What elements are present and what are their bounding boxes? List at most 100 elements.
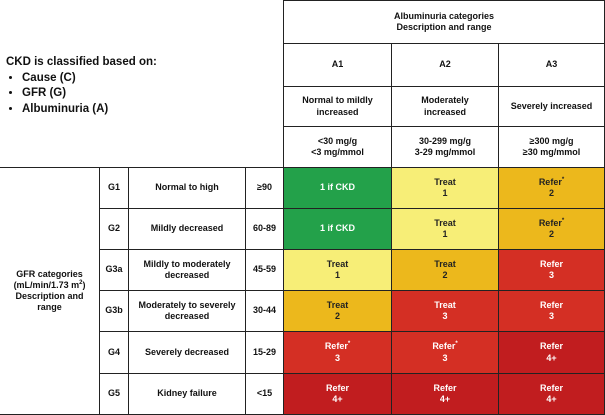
risk-cell-g3a-a1-action: Treat — [326, 258, 349, 269]
risk-cell-g2-a3-label: Refer — [538, 217, 562, 228]
column-range-a1-mmol: <3 mg/mmol — [311, 147, 364, 157]
row-range-g3b: 30-44 — [245, 290, 284, 332]
risk-cell-g4-a2-star: * — [455, 341, 458, 348]
risk-cell-g5-a3-freq: 4+ — [546, 394, 557, 404]
risk-cell-g1-a2: Treat 1 — [391, 167, 499, 209]
risk-cell-g1-a3-star: * — [561, 176, 565, 183]
row-range-g1: ≥90 — [245, 167, 284, 209]
risk-cell-g5-a3-action: Refer — [539, 382, 563, 393]
risk-cell-g2-a3-freq: 2 — [548, 229, 554, 239]
gfr-header-title: GFR categories — [16, 268, 83, 279]
column-desc-a3: Severely increased — [498, 86, 605, 127]
albuminuria-title: Albuminuria categories — [393, 10, 495, 21]
intro-item-gfr: GFR (G) — [22, 86, 157, 102]
column-code-a1: A1 — [283, 43, 392, 87]
column-code-a3: A3 — [498, 43, 605, 87]
risk-cell-g4-a1: Refer* 3 — [283, 331, 392, 374]
intro-list: Cause (C) GFR (G) Albuminuria (A) — [6, 71, 157, 118]
risk-cell-g3b-a2-action: Treat — [434, 299, 456, 310]
risk-cell-g2-a3: Refer* 2 — [498, 208, 605, 250]
column-range-a1-mg: <30 mg/g — [317, 135, 358, 146]
risk-cell-g2-a3-action: Refer* — [539, 218, 564, 229]
gfr-units-close: ) — [82, 279, 86, 290]
risk-cell-g2-a2: Treat 1 — [391, 208, 499, 250]
row-code-g4: G4 — [99, 331, 129, 374]
gfr-header-units: (mL/min/1.73 m2) — [14, 280, 86, 291]
row-range-g2: 60-89 — [245, 208, 284, 250]
risk-cell-g3a-a3: Refer 3 — [498, 249, 605, 291]
row-range-g5: <15 — [245, 373, 284, 415]
column-desc-a1: Normal to mildly increased — [283, 86, 392, 127]
risk-cell-g4-a1-star: * — [347, 341, 351, 348]
risk-cell-g3a-a1-freq: 1 — [334, 270, 340, 280]
risk-cell-g5-a2-freq: 4+ — [439, 394, 451, 404]
risk-cell-g4-a2-action: Refer* — [432, 341, 457, 352]
risk-cell-g3a-a2: Treat 2 — [391, 249, 499, 291]
column-code-a2: A2 — [391, 43, 499, 87]
risk-cell-g3a-a3-action: Refer — [539, 258, 563, 269]
risk-cell-g1-a2-freq: 1 — [442, 188, 448, 198]
risk-cell-g4-a3-action: Refer — [539, 341, 563, 352]
row-desc-g3a: Mildly to moderately decreased — [128, 249, 246, 291]
intro-item-albuminuria: Albuminuria (A) — [22, 102, 157, 118]
intro-heading: CKD is classified based on: — [6, 56, 157, 68]
gfr-header: GFR categories (mL/min/1.73 m2) Descript… — [0, 167, 100, 415]
risk-cell-g5-a2-action: Refer — [433, 382, 457, 393]
intro-item-cause: Cause (C) — [22, 71, 157, 87]
risk-cell-g3b-a1-freq: 2 — [334, 311, 340, 321]
column-range-a3: ≥300 mg/g ≥30 mg/mmol — [498, 126, 605, 168]
row-desc-g1: Normal to high — [128, 167, 246, 209]
row-range-g3a: 45-59 — [245, 249, 284, 291]
risk-cell-g5-a1: Refer 4+ — [283, 373, 392, 415]
column-range-a1: <30 mg/g <3 mg/mmol — [283, 126, 392, 168]
risk-cell-g4-a1-label: Refer — [324, 341, 348, 352]
row-code-g2: G2 — [99, 208, 129, 250]
risk-cell-g2-a2-action: Treat — [434, 217, 456, 228]
risk-cell-g5-a3: Refer 4+ — [498, 373, 605, 415]
risk-cell-g3a-a2-action: Treat — [434, 258, 456, 269]
risk-cell-g1-a3: Refer* 2 — [498, 167, 605, 209]
column-range-a3-mmol: ≥30 mg/mmol — [522, 147, 581, 157]
gfr-units-sup: 2 — [79, 279, 83, 286]
risk-cell-g1-a3-freq: 2 — [548, 188, 554, 198]
risk-cell-g5-a1-action: Refer — [325, 382, 349, 393]
column-range-a3-mg: ≥300 mg/g — [529, 135, 574, 146]
risk-cell-g3b-a3-freq: 3 — [548, 311, 554, 321]
row-code-g5: G5 — [99, 373, 129, 415]
row-range-g4: 15-29 — [245, 331, 284, 374]
row-desc-g5: Kidney failure — [128, 373, 246, 415]
classification-intro: CKD is classified based on: Cause (C) GF… — [6, 55, 157, 117]
risk-cell-g3a-a1: Treat 1 — [283, 249, 392, 291]
row-desc-g2: Mildly decreased — [128, 208, 246, 250]
risk-cell-g3a-a2-freq: 2 — [442, 270, 448, 280]
column-range-a2-mg: 30-299 mg/g — [418, 135, 472, 146]
risk-cell-g4-a1-freq: 3 — [334, 352, 340, 363]
risk-cell-g3b-a3: Refer 3 — [498, 290, 605, 332]
gfr-units-text: (mL/min/1.73 m — [13, 279, 80, 290]
risk-cell-g4-a3-freq: 4+ — [546, 352, 557, 363]
row-desc-g3b: Moderately to severely decreased — [128, 290, 246, 332]
risk-cell-g3b-a1: Treat 2 — [283, 290, 392, 332]
risk-cell-g3b-a2: Treat 3 — [391, 290, 499, 332]
risk-cell-g2-a1: 1 if CKD — [283, 208, 392, 250]
risk-cell-g4-a2-label: Refer — [432, 341, 456, 352]
albuminuria-header: Albuminuria categories Description and r… — [283, 0, 605, 44]
risk-cell-g2-a3-star: * — [561, 217, 565, 224]
risk-cell-g4-a1-action: Refer* — [325, 341, 350, 352]
risk-cell-g1-a1-text: 1 if CKD — [319, 182, 355, 193]
risk-cell-g3a-a3-freq: 3 — [548, 270, 554, 280]
risk-cell-g3b-a2-freq: 3 — [442, 311, 448, 321]
risk-cell-g3b-a1-action: Treat — [326, 299, 349, 310]
risk-cell-g3b-a3-action: Refer — [539, 299, 563, 310]
column-range-a2-mmol: 3-29 mg/mmol — [414, 147, 476, 157]
risk-cell-g2-a1-text: 1 if CKD — [319, 223, 355, 234]
column-desc-a2: Moderately increased — [391, 86, 499, 127]
risk-cell-g4-a2: Refer* 3 — [391, 331, 499, 374]
row-desc-g4: Severely decreased — [128, 331, 246, 374]
risk-cell-g1-a2-action: Treat — [434, 176, 456, 187]
risk-cell-g4-a3: Refer 4+ — [498, 331, 605, 374]
albuminuria-subtitle: Description and range — [396, 22, 492, 32]
gfr-header-range: range — [37, 302, 62, 313]
column-range-a2: 30-299 mg/g 3-29 mg/mmol — [391, 126, 499, 168]
gfr-header-desc: Description and — [15, 291, 84, 301]
